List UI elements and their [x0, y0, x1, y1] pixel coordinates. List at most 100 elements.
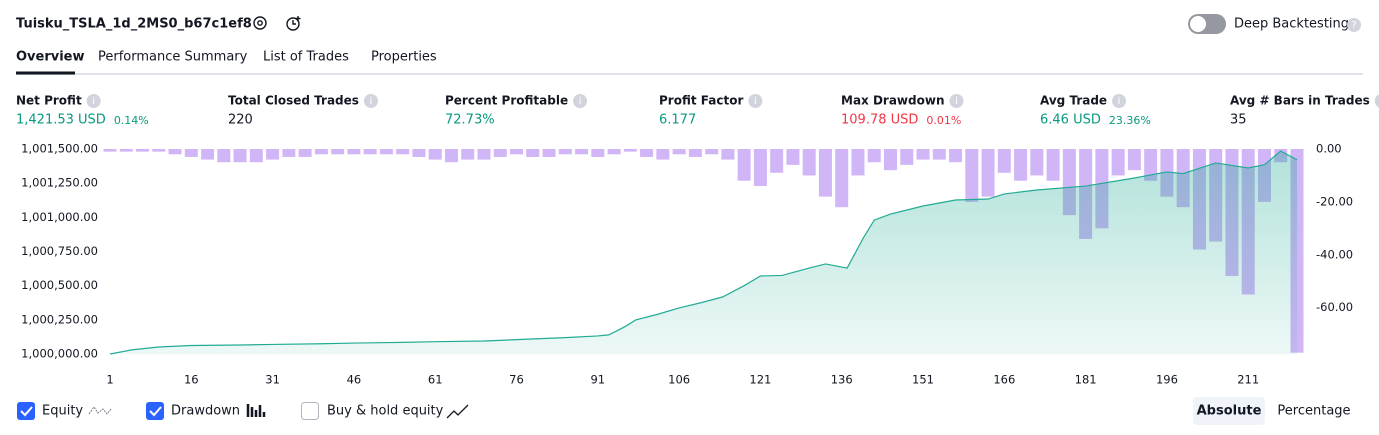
checkbox[interactable] [17, 402, 35, 420]
info-icon[interactable] [573, 94, 588, 108]
metric-value: 6.177 [659, 113, 696, 128]
drawdown-bar [298, 149, 312, 157]
x-tick-label: 61 [428, 373, 443, 387]
drawdown-bar [1014, 149, 1028, 181]
tab[interactable]: Properties [371, 50, 437, 65]
help-icon[interactable] [1347, 18, 1361, 32]
drawdown-bar [217, 149, 231, 163]
drawdown-bar [981, 149, 995, 197]
drawdown-bar [818, 149, 832, 197]
drawdown-bar [461, 149, 475, 160]
tab[interactable]: List of Trades [263, 50, 349, 65]
drawdown-bar [558, 149, 572, 155]
info-icon[interactable] [949, 94, 964, 108]
drawdown-bar [1111, 149, 1125, 176]
tab[interactable]: Overview [16, 50, 85, 65]
y-tick-label: 1,001,500.00 [21, 142, 98, 156]
drawdown-bar [575, 149, 589, 155]
drawdown-bar [412, 149, 426, 157]
drawdown-bar [282, 149, 296, 157]
metric-sub: 0.14% [114, 114, 149, 127]
settings-icon[interactable] [253, 16, 267, 30]
drawdown-bar [1030, 149, 1044, 176]
info-icon[interactable] [363, 94, 378, 108]
metric-label: Avg # Bars in Trades [1230, 94, 1370, 108]
metric-value: 109.78 USD [841, 113, 918, 128]
metric-sub: 0.01% [926, 114, 961, 127]
info-mark: i [1118, 96, 1121, 107]
metric-label: Max Drawdown [841, 94, 944, 108]
y2-tick-label: -60.00 [1316, 300, 1353, 314]
y-tick-label: 1,000,500.00 [21, 278, 98, 292]
info-icon[interactable] [86, 94, 101, 108]
drawdown-bar [136, 149, 150, 152]
drawdown-bar [932, 149, 946, 160]
equity-area [110, 151, 1297, 354]
drawdown-bar [900, 149, 914, 165]
y-tick-label: 1,000,250.00 [21, 312, 98, 326]
info-mark: i [754, 96, 757, 107]
equity-line [109, 150, 1298, 355]
y-tick-label: 1,001,250.00 [21, 176, 98, 190]
drawdown-bar [883, 149, 897, 171]
source-icon[interactable] [286, 16, 301, 31]
x-tick-label: 196 [1156, 373, 1178, 387]
info-mark: i [579, 96, 582, 107]
legend-label: Equity [42, 404, 83, 419]
y-tick-label: 1,001,000.00 [21, 210, 98, 224]
info-icon[interactable] [1374, 94, 1379, 108]
drawdown-bar [688, 149, 702, 157]
checkbox[interactable] [301, 402, 319, 420]
drawdown-bar [119, 149, 133, 152]
drawdown-bar [510, 149, 524, 155]
drawdown-bar [542, 149, 556, 157]
button-label[interactable]: Percentage [1277, 404, 1350, 419]
drawdown-bar [1046, 149, 1060, 181]
metric-value: 6.46 USD [1040, 113, 1101, 128]
y2-tick-label: -40.00 [1316, 247, 1353, 261]
checkbox[interactable] [146, 402, 164, 420]
legend-label: Drawdown [171, 404, 240, 419]
info-mark: i [955, 96, 958, 107]
drawdown-bar [835, 149, 849, 208]
x-tick-label: 136 [831, 373, 853, 387]
drawdown-bar [201, 149, 215, 160]
tab[interactable]: Performance Summary [98, 50, 248, 65]
x-tick-label: 76 [509, 373, 524, 387]
chart: 1,000,000.00 1,000,250.00 1,000,500.00 1,00… [21, 142, 1353, 387]
drawdown-bar [331, 149, 345, 155]
y2-tick-label: -20.00 [1316, 194, 1353, 208]
drawdown-bar [705, 149, 719, 155]
metric-label: Avg Trade [1040, 94, 1107, 108]
drawdown-bar [753, 149, 767, 187]
drawdown-bar [640, 149, 654, 157]
drawdown-bar [444, 149, 458, 163]
drawdown-bar [396, 149, 410, 155]
info-mark: i [370, 96, 373, 107]
y-tick-label: 1,000,000.00 [21, 347, 98, 361]
x-tick-label: 16 [184, 373, 199, 387]
drawdown-icon [246, 404, 266, 417]
drawdown-bar [184, 149, 198, 157]
strategy-title: Tuisku_TSLA_1d_2MS0_b67c1ef8 [16, 17, 252, 32]
legend-label: Buy & hold equity [327, 404, 444, 419]
drawdown-bar [249, 149, 263, 163]
x-tick-label: 211 [1237, 373, 1259, 387]
drawdown-bar [623, 149, 637, 152]
metric-label: Total Closed Trades [228, 94, 359, 108]
drawdown-bar [997, 149, 1011, 173]
drawdown-bar [428, 149, 442, 160]
drawdown-bar [379, 149, 393, 155]
x-tick-label: 1 [106, 373, 113, 387]
info-icon[interactable] [1112, 94, 1127, 108]
metric-value: 220 [228, 113, 253, 128]
drawdown-bar [672, 149, 686, 155]
y2-tick-label: 0.00 [1316, 142, 1342, 156]
drawdown-bar [1144, 149, 1158, 181]
absolute-button[interactable] [1193, 397, 1265, 425]
button-label: Absolute [1197, 404, 1262, 419]
info-icon[interactable] [748, 94, 763, 108]
drawdown-bar [949, 149, 963, 163]
metric-sub: 23.36% [1109, 114, 1151, 127]
